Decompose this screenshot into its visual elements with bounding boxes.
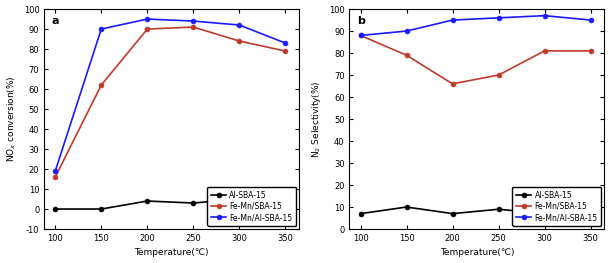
- Fe-Mn/SBA-15: [98, 83, 105, 87]
- Fe-Mn/SBA-15: [282, 49, 289, 53]
- Fe-Mn/SBA-15: [449, 82, 456, 85]
- Fe-Mn/Al-SBA-15: [541, 14, 548, 17]
- Fe-Mn/SBA-15: [357, 34, 364, 37]
- Al-SBA-15: [282, 198, 289, 201]
- Al-SBA-15: [495, 208, 502, 211]
- Fe-Mn/SBA-15: [495, 73, 502, 77]
- Fe-Mn/Al-SBA-15: [587, 18, 594, 22]
- Line: Fe-Mn/SBA-15: Fe-Mn/SBA-15: [53, 25, 288, 179]
- Line: Fe-Mn/Al-SBA-15: Fe-Mn/Al-SBA-15: [53, 17, 288, 174]
- Fe-Mn/Al-SBA-15: [357, 34, 364, 37]
- Fe-Mn/Al-SBA-15: [282, 42, 289, 45]
- Line: Fe-Mn/Al-SBA-15: Fe-Mn/Al-SBA-15: [358, 13, 593, 38]
- Al-SBA-15: [52, 208, 59, 211]
- Al-SBA-15: [357, 212, 364, 215]
- Fe-Mn/SBA-15: [235, 39, 243, 43]
- Line: Al-SBA-15: Al-SBA-15: [53, 197, 288, 211]
- Line: Fe-Mn/SBA-15: Fe-Mn/SBA-15: [358, 33, 593, 86]
- Fe-Mn/Al-SBA-15: [144, 17, 151, 21]
- Fe-Mn/Al-SBA-15: [449, 18, 456, 22]
- Fe-Mn/SBA-15: [52, 175, 59, 179]
- Fe-Mn/Al-SBA-15: [98, 27, 105, 31]
- Legend: Al-SBA-15, Fe-Mn/SBA-15, Fe-Mn/Al-SBA-15: Al-SBA-15, Fe-Mn/SBA-15, Fe-Mn/Al-SBA-15: [512, 187, 601, 226]
- Fe-Mn/Al-SBA-15: [190, 19, 197, 23]
- Al-SBA-15: [144, 199, 151, 203]
- Al-SBA-15: [98, 208, 105, 211]
- Fe-Mn/Al-SBA-15: [52, 169, 59, 173]
- Al-SBA-15: [541, 212, 548, 215]
- Fe-Mn/SBA-15: [403, 54, 410, 57]
- Fe-Mn/Al-SBA-15: [403, 29, 410, 33]
- Fe-Mn/SBA-15: [541, 49, 548, 52]
- X-axis label: Temperature(℃): Temperature(℃): [440, 249, 514, 257]
- Al-SBA-15: [235, 198, 243, 201]
- Al-SBA-15: [587, 212, 594, 215]
- Fe-Mn/Al-SBA-15: [235, 23, 243, 27]
- Fe-Mn/Al-SBA-15: [495, 16, 502, 19]
- Fe-Mn/SBA-15: [190, 26, 197, 29]
- Fe-Mn/SBA-15: [587, 49, 594, 52]
- Y-axis label: N$_2$ Selectivity(%): N$_2$ Selectivity(%): [310, 80, 323, 158]
- Al-SBA-15: [449, 212, 456, 215]
- Text: a: a: [52, 16, 59, 26]
- Al-SBA-15: [403, 205, 410, 209]
- Line: Al-SBA-15: Al-SBA-15: [358, 205, 593, 216]
- X-axis label: Temperature(℃): Temperature(℃): [134, 249, 209, 257]
- Al-SBA-15: [190, 201, 197, 205]
- Fe-Mn/SBA-15: [144, 27, 151, 31]
- Legend: Al-SBA-15, Fe-Mn/SBA-15, Fe-Mn/Al-SBA-15: Al-SBA-15, Fe-Mn/SBA-15, Fe-Mn/Al-SBA-15: [207, 187, 296, 226]
- Y-axis label: NO$_x$ conversion(%): NO$_x$ conversion(%): [5, 76, 18, 162]
- Text: b: b: [357, 16, 365, 26]
